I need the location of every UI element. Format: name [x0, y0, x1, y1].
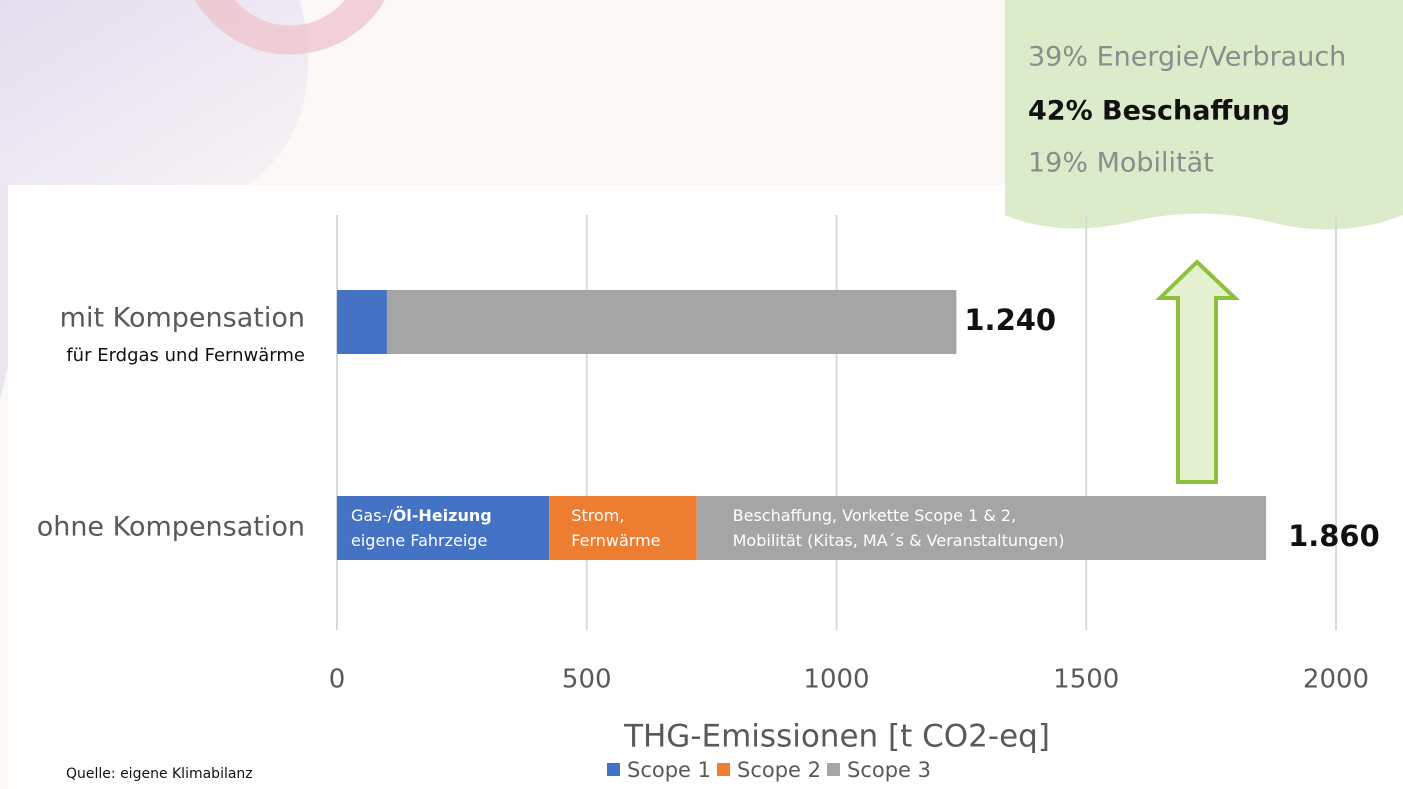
- decoration-ring: [195, 0, 385, 55]
- segment-label-part: Strom,: [571, 506, 624, 525]
- chart: 0 500 1000 1500 2000 THG-Emissionen [t CO2-eq…: [37, 215, 1380, 782]
- total-label: 1.240: [964, 303, 1056, 337]
- segment-label-part: Fernwärme: [571, 531, 660, 550]
- decoration: [0, 0, 309, 185]
- x-tick-label: 0: [329, 665, 346, 695]
- bar-segment: [696, 496, 1267, 560]
- bar-segment: [337, 290, 387, 354]
- category-subtitle: für Erdgas und Fernwärme: [66, 345, 305, 366]
- category-label: ohne Kompensation: [37, 512, 305, 543]
- bar-segment: [337, 496, 550, 560]
- segment-label-part: eigene Fahrzeige: [351, 531, 487, 550]
- callout-line: 19% Mobilität: [1028, 148, 1214, 179]
- segment-label-part: Beschaffung, Vorkette Scope 1 & 2,: [733, 506, 1017, 525]
- category-label: mit Kompensation: [60, 303, 305, 334]
- segment-label: eigene Fahrzeige: [351, 531, 487, 550]
- callout-box: [1005, 0, 1403, 230]
- legend-swatch: [717, 763, 730, 776]
- up-arrow: [1155, 259, 1241, 484]
- segment-label: Fernwärme: [571, 531, 660, 550]
- total-label: 1.860: [1288, 519, 1380, 553]
- x-axis-title: THG-Emissionen [t CO2-eq]: [623, 719, 1050, 755]
- callout-line: 42% Beschaffung: [1028, 96, 1290, 127]
- segment-label-part: Mobilität (Kitas, MA´s & Veranstaltungen…: [733, 531, 1065, 550]
- segment-label: Beschaffung, Vorkette Scope 1 & 2,: [733, 506, 1017, 525]
- segment-label: Gas-/Öl-Heizung: [351, 506, 492, 525]
- legend-swatch: [607, 763, 620, 776]
- legend-label: Scope 3: [847, 758, 931, 782]
- segment-label-part: Gas-/: [351, 506, 393, 525]
- legend-swatch: [827, 763, 840, 776]
- x-tick-label: 1000: [803, 665, 869, 695]
- callout-line: 39% Energie/Verbrauch: [1028, 42, 1346, 73]
- x-tick-label: 2000: [1303, 665, 1369, 695]
- legend-label: Scope 1: [627, 758, 711, 782]
- bar-segment: [549, 496, 697, 560]
- legend-label: Scope 2: [737, 758, 821, 782]
- bar-segment: [386, 290, 957, 354]
- segment-label: Mobilität (Kitas, MA´s & Veranstaltungen…: [733, 531, 1065, 550]
- segment-label-part: Öl-Heizung: [393, 506, 492, 525]
- source-note: Quelle: eigene Klimabilanz: [66, 766, 253, 782]
- segment-label: Strom,: [571, 506, 624, 525]
- x-tick-label: 500: [562, 665, 612, 695]
- x-tick-label: 1500: [1053, 665, 1119, 695]
